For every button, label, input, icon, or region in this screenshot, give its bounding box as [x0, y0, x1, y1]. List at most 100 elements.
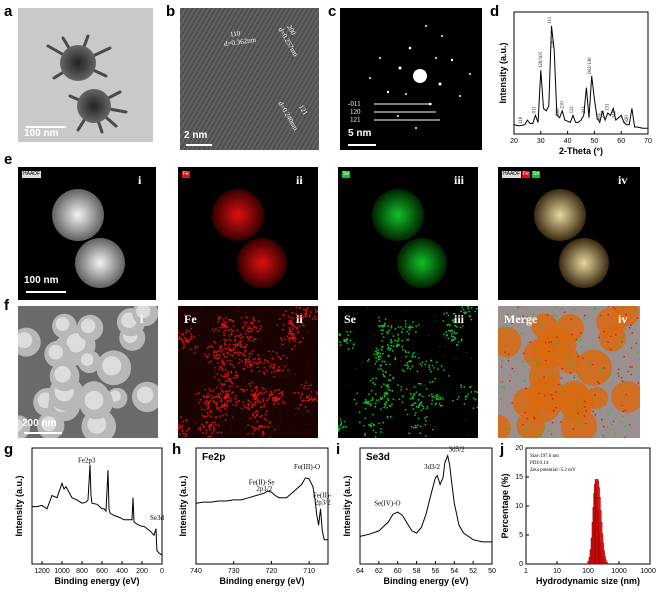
map-dot: [181, 339, 184, 342]
map-dot: [385, 363, 387, 366]
map-dot: [383, 395, 386, 398]
map-dot: [246, 316, 249, 319]
map-dot: [602, 435, 604, 437]
map-dot: [212, 354, 215, 357]
map-dot: [339, 334, 342, 337]
map-dot: [438, 402, 441, 405]
map-dot: [560, 377, 563, 380]
map-dot: [232, 349, 235, 352]
map-dot: [225, 375, 228, 378]
map-dot: [284, 315, 286, 317]
map-dot: [402, 395, 404, 398]
map-dot: [253, 325, 256, 328]
map-dot: [209, 429, 211, 431]
map-dot: [265, 369, 268, 372]
fe-distribution: [178, 306, 318, 438]
map-dot: [295, 407, 297, 409]
map-dot: [218, 344, 220, 346]
map-dot: [508, 327, 510, 330]
map-dot: [240, 333, 242, 335]
map-dot: [220, 406, 223, 408]
map-dot: [220, 392, 222, 395]
map-dot: [257, 354, 260, 357]
map-dot: [399, 360, 401, 362]
map-dot: [232, 329, 235, 332]
map-dot: [291, 323, 294, 326]
map-dot: [278, 315, 280, 317]
map-dot: [220, 387, 222, 390]
map-dot: [217, 329, 220, 332]
map-dot: [442, 355, 444, 357]
map-dot: [254, 429, 256, 432]
map-dot: [311, 399, 314, 402]
map-dot: [414, 402, 417, 404]
map-dot: [299, 396, 302, 399]
map-dot: [537, 362, 540, 364]
map-dot: [229, 362, 232, 365]
map-dot: [450, 387, 452, 389]
scale-bar: [24, 432, 62, 434]
map-dot: [207, 403, 210, 405]
map-dot: [590, 388, 592, 390]
map-dot: [286, 357, 288, 359]
map-dot: [310, 398, 313, 400]
map-dot: [224, 395, 227, 398]
map-dot: [301, 317, 304, 319]
map-dot: [397, 326, 400, 328]
scale-label: 100 nm: [24, 128, 59, 139]
map-dot: [197, 420, 199, 422]
map-dot: [470, 318, 473, 321]
map-dot: [221, 414, 224, 417]
map-dot: [429, 368, 431, 371]
map-dot: [189, 337, 192, 340]
map-dot: [379, 355, 382, 358]
map-dot: [252, 340, 255, 342]
map-dot: [397, 337, 400, 340]
map-dot: [211, 346, 214, 349]
map-dot: [571, 358, 574, 361]
map-dot: [288, 328, 291, 331]
map-dot: [505, 317, 508, 319]
map-dot: [314, 315, 316, 318]
map-dot: [183, 346, 185, 348]
map-dot: [227, 318, 230, 321]
map-dot: [338, 426, 339, 428]
map-dot: [310, 391, 312, 393]
map-dot: [205, 432, 208, 434]
map-dot: [447, 329, 450, 332]
map-dot: [218, 415, 221, 418]
map-dot: [621, 308, 623, 310]
map-dot: [417, 324, 420, 326]
x-tick-label: 60: [394, 568, 402, 575]
map-dot: [269, 422, 271, 425]
map-dot: [284, 375, 286, 378]
map-dot: [603, 330, 605, 333]
map-dot: [621, 380, 624, 383]
map-dot: [256, 415, 259, 417]
map-dot: [249, 417, 252, 420]
element-label: Merge: [504, 312, 538, 326]
map-dot: [346, 330, 348, 333]
map-dot: [231, 354, 234, 357]
map-dot: [313, 306, 316, 307]
map-dot: [405, 351, 407, 354]
map-dot: [316, 393, 318, 395]
se-distribution: [338, 306, 478, 438]
map-dot: [417, 353, 419, 355]
map-dot: [286, 335, 289, 338]
map-dot: [579, 339, 582, 341]
map-dot: [216, 362, 219, 364]
map-dot: [246, 344, 248, 346]
map-dot: [262, 431, 264, 433]
map-dot: [523, 434, 525, 437]
map-dot: [457, 341, 460, 343]
map-dot: [271, 393, 274, 396]
map-dot: [581, 407, 583, 409]
map-dot: [425, 388, 428, 390]
map-dot: [573, 376, 575, 379]
series-line: [513, 25, 648, 129]
map-dot: [374, 402, 377, 405]
map-dot: [436, 361, 438, 364]
map-dot: [342, 425, 345, 428]
map-dot: [631, 366, 633, 368]
